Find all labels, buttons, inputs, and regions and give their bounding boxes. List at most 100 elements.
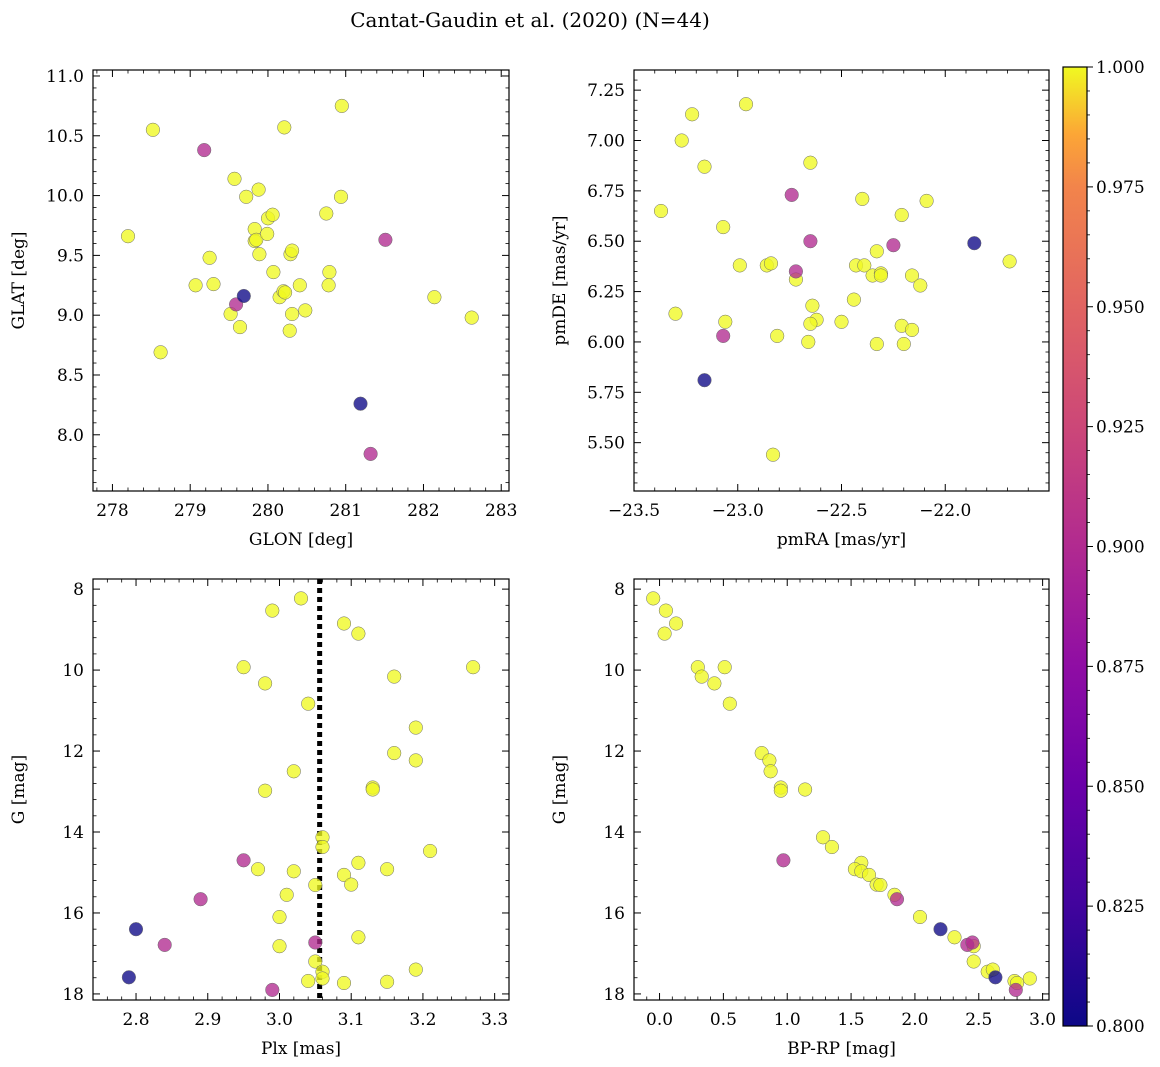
axes-frame [633,69,1050,492]
data-point [260,226,275,241]
data-point [697,159,712,174]
data-point [157,937,172,952]
data-point [351,626,366,641]
data-point [249,232,264,247]
y-tick-label: 10 [603,661,625,681]
data-point [933,922,948,937]
data-point [685,107,700,122]
data-point [873,268,888,283]
y-tick-label: 9.0 [57,306,84,326]
data-point [738,97,754,112]
data-point [292,278,307,293]
colorbar-tick-label: 1.000 [1096,58,1145,78]
data-point [298,303,313,318]
data-point [378,232,393,247]
y-axis-label: G [mag] [550,755,570,824]
data-point [315,839,330,855]
data-point [707,676,722,691]
data-point [423,843,438,859]
data-point [657,626,672,641]
colorbar-tick-label: 0.800 [1096,1017,1145,1037]
colorbar-tick-label: 0.825 [1096,897,1145,917]
data-point [947,930,962,945]
data-point [272,909,287,925]
y-tick-label: 10 [62,661,84,681]
data-point [668,306,683,321]
data-point [466,660,481,675]
data-point [353,396,368,411]
y-tick-label: 16 [603,904,625,924]
data-point [857,258,872,273]
x-tick-label: 281 [329,501,361,521]
data-point [763,256,779,271]
y-tick-label: 7.00 [587,132,625,152]
data-point [919,193,934,208]
data-point [815,830,831,845]
axes-frame [92,69,510,492]
data-point [308,877,323,893]
data-point [285,306,300,322]
data-point [277,120,292,135]
data-point [252,247,267,262]
y-tick-label: 6.00 [587,333,625,353]
data-point [319,206,334,221]
x-tick-label: 2.9 [194,1010,221,1030]
y-tick-label: 16 [62,904,84,924]
data-point [913,278,928,293]
x-tick-label: −22.0 [919,501,971,521]
plot-area [653,97,1017,462]
y-tick-label: 5.75 [587,383,625,403]
data-point [286,864,301,879]
x-tick-label: 278 [96,501,128,521]
data-point [776,853,791,868]
y-tick-label: 14 [62,823,84,843]
data-point [773,783,788,798]
data-point [408,962,423,977]
data-point [380,862,395,877]
data-point [801,334,816,349]
x-axis-label: BP-RP [mag] [787,1039,896,1059]
y-tick-label: 9.5 [57,246,84,266]
plot-area [646,591,1037,997]
x-tick-label: −23.0 [712,501,764,521]
data-point [873,877,888,893]
data-point [674,133,689,148]
data-point [763,764,778,779]
data-point [803,234,818,249]
x-tick-label: 3.2 [409,1010,436,1030]
data-point [202,250,217,265]
data-point [732,258,747,273]
data-point [861,867,877,882]
data-point [967,236,982,251]
data-point [282,323,297,338]
data-point [718,314,733,329]
data-point [286,764,301,779]
data-point [236,660,251,675]
data-point [846,292,861,307]
data-point [1002,254,1017,269]
data-point [279,887,294,902]
data-point [197,143,212,158]
y-tick-label: 7.25 [587,81,625,101]
data-point [301,696,316,711]
y-tick-label: 14 [603,823,625,843]
x-tick-label: 3.1 [338,1010,365,1030]
data-point [803,316,818,331]
data-point [365,782,380,797]
data-point [266,265,281,280]
data-point [333,189,349,204]
data-point [308,954,323,969]
y-tick-label: 8.5 [57,366,84,386]
y-tick-label: 8 [73,580,84,600]
data-point [988,970,1003,985]
colorbar-tick-label: 0.875 [1096,657,1145,677]
data-point [239,189,254,204]
x-tick-label: 282 [407,501,439,521]
y-tick-label: 6.25 [587,283,625,303]
y-tick-label: 10.0 [46,187,84,207]
data-point [344,877,359,892]
x-axis-label: pmRA [mas/yr] [777,530,906,550]
data-point [886,238,901,253]
data-point [965,935,980,950]
